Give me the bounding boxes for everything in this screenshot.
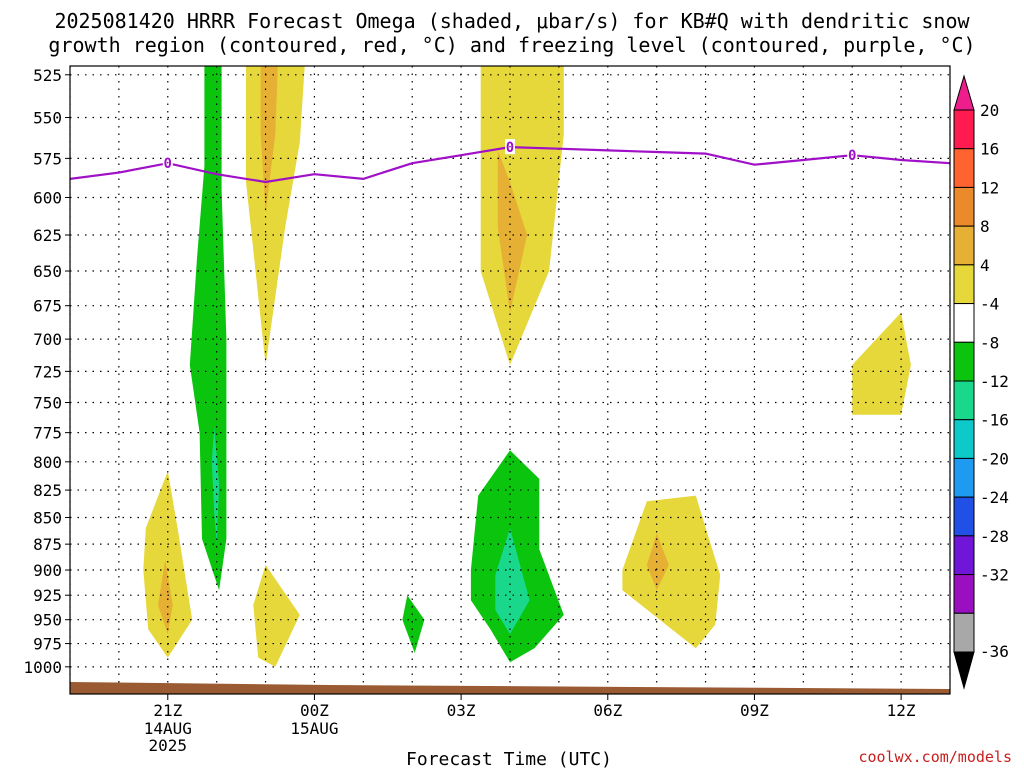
omega-region-ascent-0400z-upper <box>480 66 564 365</box>
colorbar-swatch <box>953 535 975 576</box>
freezing-level-label: 0 <box>848 148 856 164</box>
colorbar-label: -28 <box>980 527 1009 546</box>
omega-region-ascent-21z-low <box>143 471 193 658</box>
colorbar-legend: 20 16 12 8 4 -4 -8 -12 -16 -20 -24 -28 -32 -36 <box>953 74 1009 690</box>
y-tick-label: 650 <box>33 262 62 281</box>
colorbar-swatch <box>953 303 975 343</box>
y-tick-label: 675 <box>33 297 62 316</box>
colorbar-swatch <box>953 496 975 537</box>
colorbar-label: 16 <box>980 140 999 159</box>
source-credit: coolwx.com/models <box>858 748 1012 766</box>
y-tick-label: 875 <box>33 535 62 554</box>
omega-region-sinking-0400z-low-core <box>495 528 530 635</box>
colorbar-label: -16 <box>980 411 1009 430</box>
colorbar-swatch <box>953 264 975 305</box>
freezing-level-label-bg <box>162 155 173 171</box>
freezing-level-label: 0 <box>164 156 172 172</box>
plot-inner: 0 0 0 <box>70 66 950 694</box>
chart-title-line2: growth region (contoured, red, °C) and f… <box>48 33 975 57</box>
colorbar-label: 12 <box>980 178 999 197</box>
omega-region-ascent-1100z-mid <box>852 312 911 415</box>
y-tick-label: 825 <box>33 481 62 500</box>
y-tick-label: 850 <box>33 509 62 528</box>
colorbar-swatch <box>953 457 975 498</box>
colorbar-label: -32 <box>980 566 1009 585</box>
y-tick-label: 800 <box>33 453 62 472</box>
omega-region-ascent-0700z-low <box>622 495 721 649</box>
x-tick-label: 09Z <box>740 701 769 720</box>
y-tick-label: 700 <box>33 330 62 349</box>
x-tick-label: 00Z <box>300 701 329 720</box>
x-tick-date: 14AUG <box>144 719 192 738</box>
plot-frame <box>69 65 951 695</box>
colorbar-label: -8 <box>980 333 999 352</box>
colorbar-swatch <box>953 225 975 266</box>
omega-region-ascent-2230z-upper <box>246 66 305 365</box>
omega-region-sinking-0130z <box>402 595 425 653</box>
freezing-level-label-bg <box>847 147 858 163</box>
colorbar-swatch <box>953 380 975 421</box>
omega-region-ascent-2230z-upper-core <box>260 66 278 213</box>
omega-region-ascent-21z-low-core <box>158 559 173 635</box>
omega-region-ascent-2230z-low <box>253 564 300 667</box>
surface-terrain <box>70 682 950 694</box>
freezing-level-label-bg <box>505 139 515 155</box>
colorbar-label: 8 <box>980 217 990 236</box>
omega-region-sinking-2130z <box>189 66 227 591</box>
colorbar-swatch <box>953 612 975 653</box>
colorbar-label: 4 <box>980 256 990 275</box>
x-tick-label: 06Z <box>593 701 622 720</box>
colorbar-swatch <box>953 574 975 614</box>
colorbar-swatch <box>953 109 975 150</box>
y-tick-label: 550 <box>33 109 62 128</box>
omega-region-ascent-0400z-upper-core <box>497 150 528 313</box>
x-axis-label: Forecast Time (UTC) <box>406 749 612 768</box>
omega-region-ascent-0700z-low-core <box>646 533 669 591</box>
y-tick-label: 750 <box>33 394 62 413</box>
colorbar-label: -36 <box>980 642 1009 661</box>
y-tick-label: 1000 <box>23 658 62 677</box>
y-tick-label: 575 <box>33 149 62 168</box>
omega-region-sinking-2130z-core <box>211 426 220 545</box>
x-tick-label: 03Z <box>447 701 476 720</box>
chart-title-line1: 2025081420 HRRR Forecast Omega (shaded, … <box>54 9 970 33</box>
y-tick-label: 625 <box>33 226 62 245</box>
colorbar-top-arrow <box>953 74 975 111</box>
colorbar-label: 20 <box>980 101 999 120</box>
freezing-level-label: 0 <box>506 140 514 156</box>
y-tick-label: 975 <box>33 635 62 654</box>
y-tick-label: 600 <box>33 188 62 207</box>
colorbar-bottom-arrow <box>953 651 975 690</box>
y-tick-label: 950 <box>33 611 62 630</box>
y-tick-label: 525 <box>33 66 62 85</box>
colorbar-swatch <box>953 186 975 227</box>
colorbar-label: -20 <box>980 449 1009 468</box>
colorbar-label: -24 <box>980 488 1009 507</box>
plot-area: 0 0 0 525 550 575 600 625 650 675 700 725 750 775 800 8… <box>23 65 951 755</box>
x-tick-label: 12Z <box>887 701 916 720</box>
colorbar-label: -4 <box>980 295 999 314</box>
colorbar-swatch <box>953 148 975 188</box>
colorbar-label: -12 <box>980 372 1009 391</box>
y-tick-label: 900 <box>33 561 62 580</box>
colorbar-swatch <box>953 419 975 459</box>
colorbar-swatch <box>953 341 975 382</box>
y-tick-label: 725 <box>33 362 62 381</box>
x-tick-year: 2025 <box>149 736 188 755</box>
y-tick-label: 775 <box>33 424 62 443</box>
y-tick-label: 925 <box>33 586 62 605</box>
x-tick-label: 21Z <box>153 701 182 720</box>
x-tick-date: 15AUG <box>290 719 338 738</box>
